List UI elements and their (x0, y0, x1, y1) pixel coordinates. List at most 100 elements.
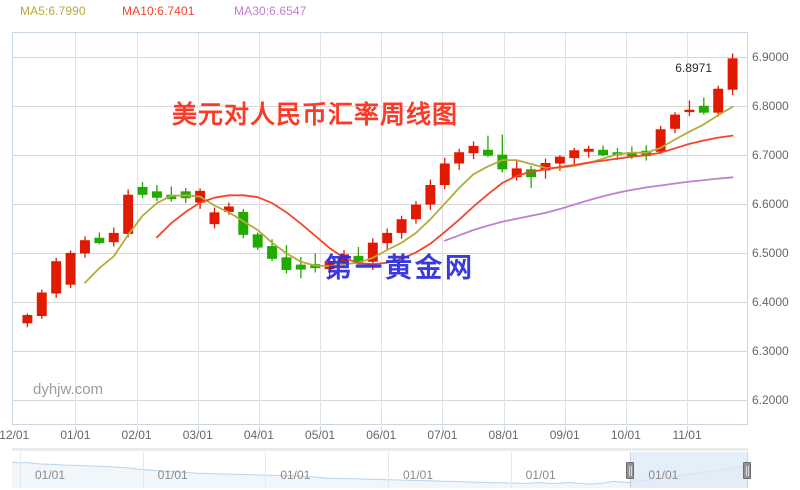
y-axis-label: 6.7000 (752, 148, 789, 163)
candle-body (382, 232, 393, 244)
navigator-gridline (265, 452, 266, 488)
x-axis-tick (75, 426, 76, 431)
candle-body (583, 148, 594, 152)
navigator-gridline (143, 452, 144, 488)
y-axis-label: 6.2000 (752, 392, 789, 407)
navigator-overview-series (11, 461, 749, 488)
candlestick-series (22, 53, 738, 328)
x-axis-tick (381, 426, 382, 431)
candle-body (468, 145, 479, 154)
candle-body (569, 150, 580, 159)
candle-body (22, 314, 33, 324)
x-axis-label: 02/01 (121, 428, 152, 442)
watermark-site: dyhjw.com (33, 381, 104, 398)
ma5-legend: MA5:6.7990 (20, 4, 86, 18)
watermark-chinese: 第一黄金网 (325, 253, 475, 284)
gridline-vertical (442, 33, 443, 424)
y-axis-label: 6.3000 (752, 343, 789, 358)
candle-body (727, 58, 738, 90)
candle-body (598, 149, 609, 156)
gridline (13, 302, 747, 303)
gridline (13, 351, 747, 352)
candle-body (670, 114, 681, 129)
price-plot-area[interactable] (12, 32, 748, 425)
gridline-vertical (320, 33, 321, 424)
x-axis-tick (198, 426, 199, 431)
navigator-handle-left[interactable] (626, 462, 635, 479)
gridline-vertical (259, 33, 260, 424)
chart-title: 美元对人民币汇率周线图 (172, 100, 459, 129)
y-axis: 6.9000 6.8000 6.7000 6.6000 6.5000 6.4000 6.30… (752, 32, 800, 425)
x-axis-label: 12/01 (0, 428, 30, 442)
navigator-gridline (20, 452, 21, 488)
x-axis-label: 09/01 (549, 428, 580, 442)
gridline-vertical (198, 33, 199, 424)
x-axis-tick (687, 426, 688, 431)
candle-body (252, 234, 263, 248)
candle-body (267, 246, 278, 259)
x-axis-label: 11/01 (672, 428, 702, 442)
navigator-gridline (511, 452, 512, 488)
x-axis-tick (626, 426, 627, 431)
ma30-legend: MA30:6.6547 (234, 4, 307, 18)
gridline-vertical (75, 33, 76, 424)
gridline (13, 106, 747, 107)
gridline-vertical (565, 33, 566, 424)
x-axis-label: 06/01 (366, 428, 397, 442)
navigator-gridline (388, 452, 389, 488)
ma-line-ma5 (84, 105, 734, 284)
navigator-handle-right[interactable] (743, 462, 751, 479)
navigator-label: 01/01 (402, 468, 434, 482)
x-axis-tick (259, 426, 260, 431)
navigator-label: 01/01 (648, 468, 679, 482)
y-axis-label: 6.9000 (752, 50, 789, 65)
x-axis-label: 03/01 (182, 428, 213, 442)
ma-line-ma10 (156, 134, 734, 266)
candle-body (108, 232, 119, 243)
candle-body (554, 156, 565, 164)
candle-body (655, 129, 666, 152)
gridline (13, 155, 747, 156)
navigator-selection-window[interactable] (630, 452, 748, 488)
gridline (13, 204, 747, 205)
range-navigator[interactable]: 01/01 01/01 01/01 01/01 01/01 01/01 (11, 448, 751, 488)
candle-body (713, 88, 724, 113)
gridline-vertical (381, 33, 382, 424)
gridline-vertical (504, 33, 505, 424)
y-axis-label: 6.8000 (752, 99, 789, 114)
last-price-label: 6.8971 (675, 61, 712, 75)
candle-body (36, 292, 47, 316)
x-axis-label: 07/01 (427, 428, 458, 442)
x-axis-label: 05/01 (305, 428, 336, 442)
x-axis-tick (137, 426, 138, 431)
x-axis-tick (442, 426, 443, 431)
gridline-vertical (626, 33, 627, 424)
navigator-label: 01/01 (525, 468, 556, 482)
gridline (13, 400, 747, 401)
candle-body (411, 204, 421, 220)
candle-body (396, 219, 407, 233)
x-axis-tick (504, 426, 505, 431)
candle-body (79, 240, 90, 254)
ma10-legend: MA10:6.7401 (122, 4, 195, 18)
x-axis-tick (565, 426, 566, 431)
candle-body (209, 212, 220, 225)
candle-body (439, 163, 450, 186)
navigator-label: 01/01 (34, 468, 66, 482)
candle-body (94, 237, 105, 244)
candle-body (295, 264, 306, 270)
candle-body (367, 242, 378, 262)
gridline (13, 57, 747, 58)
x-axis: 12/01 01/01 02/01 03/01 04/01 05/01 06/01 07/01… (0, 426, 800, 448)
y-axis-label: 6.4000 (752, 294, 789, 309)
y-axis-label: 6.6000 (752, 197, 789, 212)
x-axis-label: 04/01 (243, 428, 274, 442)
candle-body (51, 261, 62, 294)
candle-body (684, 109, 695, 113)
candle-body (123, 194, 134, 234)
x-axis-label: 08/01 (488, 428, 519, 442)
candle-body (281, 257, 292, 271)
x-axis-tick (320, 426, 321, 431)
candle-body (425, 184, 436, 205)
navigator-label: 01/01 (157, 468, 188, 482)
